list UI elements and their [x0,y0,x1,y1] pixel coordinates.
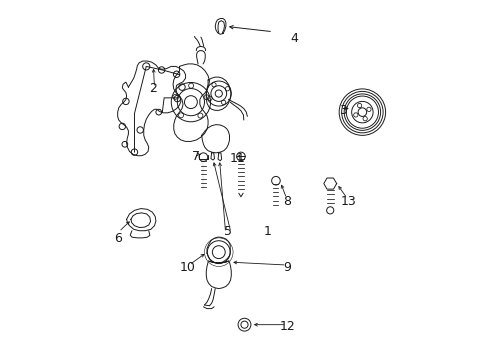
Text: 7: 7 [192,150,200,163]
Text: 5: 5 [224,225,232,238]
Text: 8: 8 [283,195,291,208]
Text: 3: 3 [338,104,346,117]
Text: 10: 10 [179,261,195,274]
Text: 4: 4 [290,32,298,45]
Text: 11: 11 [229,152,244,165]
Text: 6: 6 [114,233,122,246]
Text: 13: 13 [340,195,355,208]
Text: 2: 2 [149,82,157,95]
Text: 9: 9 [283,261,291,274]
Text: 1: 1 [263,225,271,238]
Text: 12: 12 [279,320,295,333]
